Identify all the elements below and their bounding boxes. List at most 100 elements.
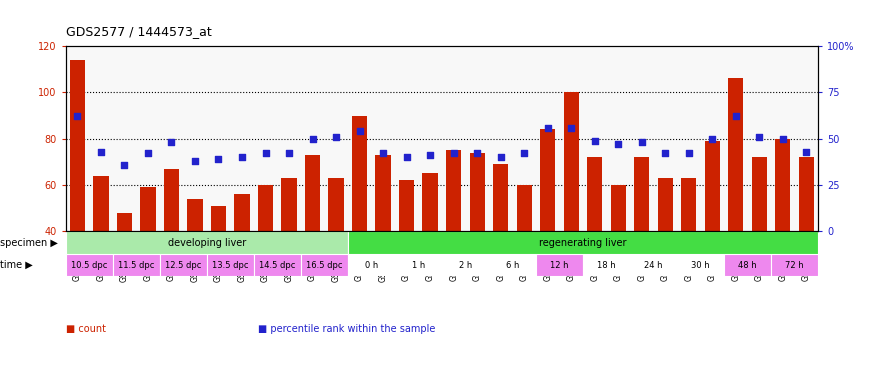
- Bar: [752, 157, 767, 231]
- Bar: [446, 150, 461, 231]
- Bar: [70, 60, 85, 231]
- Bar: [187, 199, 203, 231]
- Text: 0 h: 0 h: [365, 261, 378, 270]
- Text: 12.5 dpc: 12.5 dpc: [165, 261, 201, 270]
- Bar: [116, 213, 132, 231]
- Text: 14.5 dpc: 14.5 dpc: [259, 261, 296, 270]
- Point: [564, 124, 578, 131]
- Bar: [423, 173, 438, 231]
- Point: [400, 154, 414, 160]
- Bar: [516, 185, 532, 231]
- Bar: [348, 231, 818, 254]
- Bar: [348, 254, 395, 276]
- Bar: [301, 254, 348, 276]
- Point: [446, 151, 460, 157]
- Point: [658, 151, 672, 157]
- Bar: [206, 254, 254, 276]
- Point: [164, 139, 178, 146]
- Bar: [258, 185, 273, 231]
- Point: [634, 139, 648, 146]
- Text: 72 h: 72 h: [785, 261, 804, 270]
- Text: developing liver: developing liver: [168, 238, 246, 248]
- Point: [752, 134, 766, 140]
- Text: ■ percentile rank within the sample: ■ percentile rank within the sample: [258, 324, 436, 334]
- Text: 16.5 dpc: 16.5 dpc: [306, 261, 342, 270]
- Bar: [328, 178, 344, 231]
- Point: [588, 137, 602, 144]
- Bar: [66, 231, 348, 254]
- Bar: [254, 254, 301, 276]
- Bar: [536, 254, 583, 276]
- Point: [94, 149, 108, 155]
- Bar: [399, 180, 414, 231]
- Text: 24 h: 24 h: [644, 261, 662, 270]
- Bar: [677, 254, 724, 276]
- Bar: [234, 194, 249, 231]
- Point: [682, 151, 696, 157]
- Point: [470, 151, 484, 157]
- Text: specimen ▶: specimen ▶: [0, 238, 58, 248]
- Bar: [470, 152, 485, 231]
- Bar: [630, 254, 677, 276]
- Point: [305, 136, 319, 142]
- Bar: [113, 254, 160, 276]
- Bar: [728, 78, 744, 231]
- Point: [612, 141, 626, 147]
- Bar: [771, 254, 818, 276]
- Bar: [704, 141, 720, 231]
- Bar: [724, 254, 771, 276]
- Text: ■ count: ■ count: [66, 324, 106, 334]
- Point: [258, 151, 272, 157]
- Bar: [564, 93, 579, 231]
- Bar: [164, 169, 179, 231]
- Point: [353, 128, 367, 134]
- Bar: [352, 116, 367, 231]
- Bar: [304, 155, 320, 231]
- Bar: [282, 178, 297, 231]
- Bar: [681, 178, 696, 231]
- Point: [117, 162, 131, 168]
- Bar: [442, 254, 489, 276]
- Point: [235, 154, 249, 160]
- Text: 2 h: 2 h: [458, 261, 472, 270]
- Point: [212, 156, 226, 162]
- Point: [329, 134, 343, 140]
- Text: 10.5 dpc: 10.5 dpc: [71, 261, 108, 270]
- Bar: [658, 178, 673, 231]
- Bar: [211, 206, 226, 231]
- Bar: [799, 157, 814, 231]
- Point: [705, 136, 719, 142]
- Bar: [66, 254, 113, 276]
- Bar: [775, 139, 790, 231]
- Bar: [493, 164, 508, 231]
- Point: [493, 154, 507, 160]
- Bar: [583, 254, 630, 276]
- Text: 48 h: 48 h: [738, 261, 757, 270]
- Point: [188, 158, 202, 164]
- Bar: [94, 176, 108, 231]
- Bar: [489, 254, 536, 276]
- Bar: [611, 185, 626, 231]
- Bar: [140, 187, 156, 231]
- Point: [282, 151, 296, 157]
- Text: 12 h: 12 h: [550, 261, 569, 270]
- Text: time ▶: time ▶: [0, 260, 32, 270]
- Point: [541, 124, 555, 131]
- Point: [70, 113, 84, 119]
- Text: 1 h: 1 h: [412, 261, 425, 270]
- Text: 18 h: 18 h: [597, 261, 616, 270]
- Text: 30 h: 30 h: [691, 261, 710, 270]
- Bar: [160, 254, 206, 276]
- Point: [776, 136, 790, 142]
- Text: 11.5 dpc: 11.5 dpc: [118, 261, 154, 270]
- Point: [800, 149, 814, 155]
- Point: [424, 152, 438, 158]
- Point: [729, 113, 743, 119]
- Bar: [395, 254, 442, 276]
- Bar: [375, 155, 391, 231]
- Bar: [634, 157, 649, 231]
- Bar: [540, 129, 556, 231]
- Point: [376, 151, 390, 157]
- Text: regenerating liver: regenerating liver: [539, 238, 626, 248]
- Text: GDS2577 / 1444573_at: GDS2577 / 1444573_at: [66, 25, 212, 38]
